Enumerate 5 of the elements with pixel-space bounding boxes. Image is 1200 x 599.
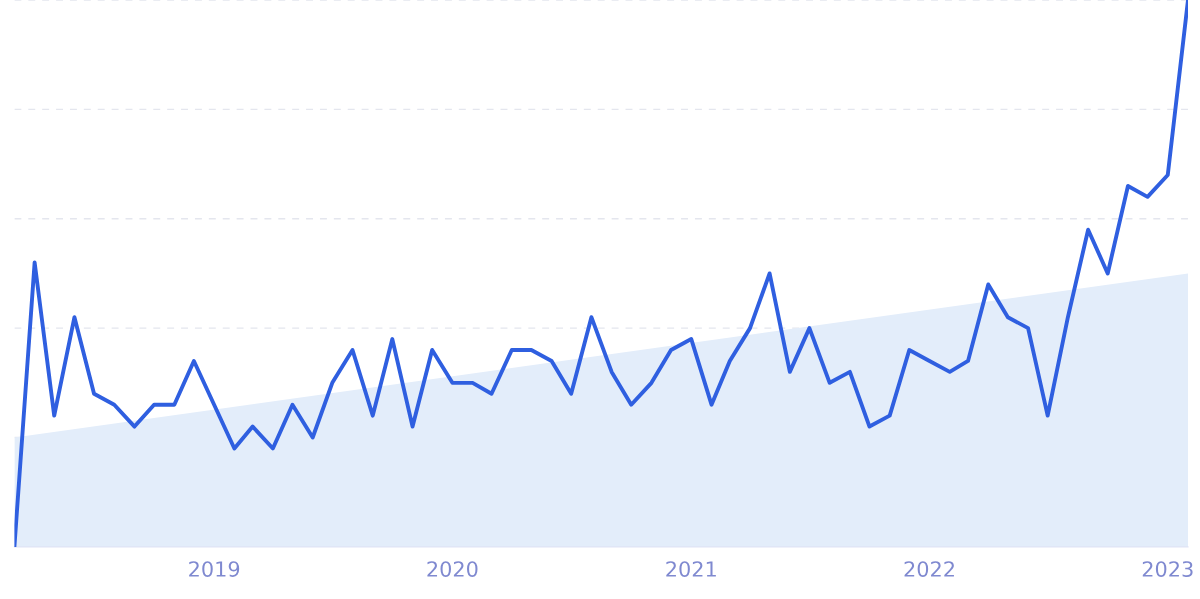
x-tick-label: 2020 [427, 561, 478, 577]
x-tick-label: 2019 [189, 561, 240, 577]
x-tick-label: 2022 [904, 561, 954, 577]
x-tick-label: 2023 [1142, 561, 1193, 577]
x-tick-label: 2021 [666, 561, 716, 577]
